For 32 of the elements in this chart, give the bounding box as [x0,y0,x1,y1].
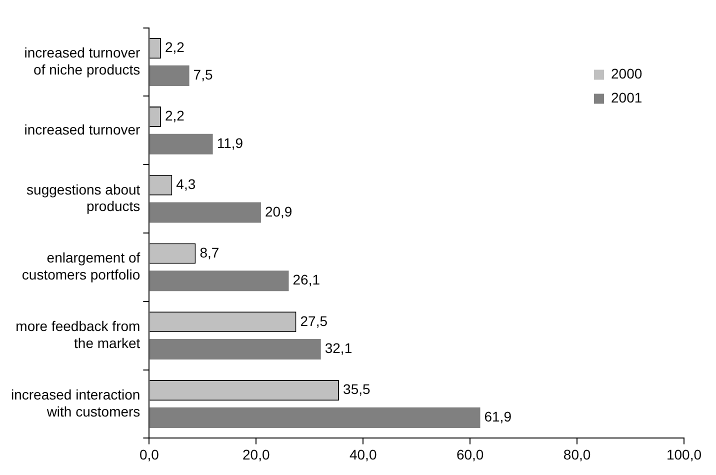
x-tick-label: 0,0 [139,446,160,462]
data-label: 2,2 [164,108,185,124]
bar [150,339,321,360]
data-label: 8,7 [200,244,220,260]
data-label: 2,2 [164,39,185,56]
data-label: 20,9 [264,203,292,220]
data-label: 7,5 [193,66,213,83]
bar [150,202,261,223]
x-tick-label: 40,0 [349,446,377,462]
bar [150,134,213,154]
y-tick-label: increased interaction with customers [11,386,140,420]
legend-label: 2000 [611,66,642,82]
data-label: 35,5 [343,381,371,398]
y-tick-label: enlargement of customers portfolio [22,250,140,282]
x-tick-label: 60,0 [456,446,484,462]
bar [150,407,480,428]
data-label: 61,9 [484,408,512,425]
y-tick-label: suggestions about products [26,181,140,214]
y-tick-label: increased turnover [24,121,141,138]
x-tick-label: 100,0 [666,446,702,462]
data-label: 4,3 [176,176,196,192]
bar [150,65,190,86]
legend-label: 2001 [611,90,642,106]
x-tick-label: 80,0 [563,446,591,462]
y-tick-label: increased turnover of niche products [24,44,141,78]
data-label: 26,1 [292,272,320,288]
data-label: 11,9 [216,134,244,151]
y-tick-label: more feedback from the market [16,318,140,351]
data-label: 27,5 [300,312,328,329]
x-tick-label: 20,0 [242,446,270,462]
bar [150,270,289,292]
data-label: 32,1 [324,340,352,356]
